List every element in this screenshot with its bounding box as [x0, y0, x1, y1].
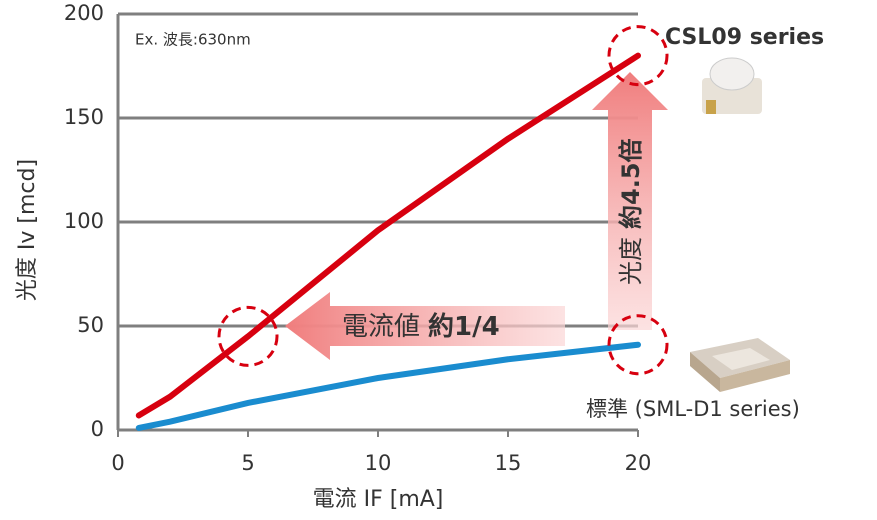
- x-tick-label: 10: [365, 451, 392, 475]
- series-line: [135, 341, 641, 431]
- arrow-left: [285, 292, 565, 360]
- annotation: 電流値 約1/4: [342, 311, 500, 342]
- x-tick-label: 5: [241, 451, 254, 475]
- y-axis-title: 光度 Iv [mcd]: [15, 159, 40, 301]
- x-tick-label: 0: [111, 451, 124, 475]
- x-tick-label: 15: [495, 451, 522, 475]
- y-tick-label: 50: [77, 313, 104, 337]
- led-image: [690, 338, 790, 392]
- y-tick-label: 0: [91, 417, 104, 441]
- note: Ex. 波長:630nm: [135, 31, 251, 49]
- highlight-circle: [217, 305, 279, 367]
- led-image: [702, 57, 762, 114]
- highlight-circle: [607, 25, 669, 87]
- x-axis-title: 電流 IF [mA]: [313, 487, 444, 512]
- arrow-up: [592, 72, 668, 330]
- legend-label: CSL09 series: [665, 25, 824, 50]
- y-tick-label: 100: [64, 209, 104, 233]
- series-line: [135, 52, 641, 419]
- highlight-circle: [607, 314, 669, 376]
- y-tick-label: 150: [64, 105, 104, 129]
- y-tick-label: 200: [64, 1, 104, 25]
- x-tick-label: 20: [625, 451, 652, 475]
- annotation: 光度約4.5倍: [617, 138, 645, 285]
- legend-label: 標準 (SML-D1 series): [586, 397, 800, 421]
